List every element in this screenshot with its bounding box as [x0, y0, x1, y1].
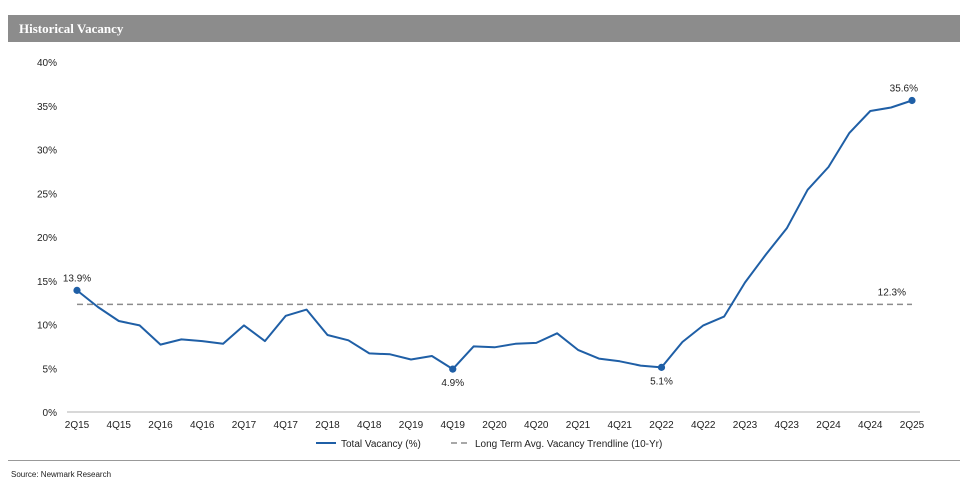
- footer-divider: [8, 460, 960, 461]
- legend-label-total-vacancy: Total Vacancy (%): [341, 439, 421, 450]
- data-label: 35.6%: [890, 84, 918, 95]
- x-tick-label: 2Q15: [65, 420, 90, 431]
- x-tick-label: 2Q25: [900, 420, 925, 431]
- y-tick-label: 25%: [37, 189, 57, 200]
- legend-label-trendline: Long Term Avg. Vacancy Trendline (10-Yr): [475, 439, 662, 450]
- highlight-point: [908, 96, 916, 105]
- data-label: 13.9%: [63, 273, 91, 284]
- x-tick-label: 4Q22: [691, 420, 716, 431]
- x-tick-label: 4Q16: [190, 420, 215, 431]
- x-tick-label: 4Q18: [357, 420, 382, 431]
- x-tick-label: 4Q23: [775, 420, 800, 431]
- y-tick-label: 5%: [43, 364, 58, 375]
- y-tick-label: 15%: [37, 277, 57, 288]
- y-tick-label: 20%: [37, 233, 57, 244]
- x-tick-label: 2Q24: [816, 420, 841, 431]
- x-tick-label: 4Q20: [524, 420, 549, 431]
- data-label: 4.9%: [441, 378, 464, 389]
- y-tick-label: 10%: [37, 321, 57, 332]
- data-label: 5.1%: [650, 376, 673, 387]
- y-tick-label: 0%: [43, 408, 58, 419]
- highlight-point: [449, 365, 457, 373]
- y-tick-label: 30%: [37, 146, 57, 157]
- x-tick-label: 2Q16: [148, 420, 173, 431]
- x-tick-label: 2Q20: [482, 420, 507, 431]
- y-tick-label: 40%: [37, 58, 57, 69]
- chart-header-bar: Historical Vacancy: [8, 15, 960, 42]
- source-note: Source: Newmark Research: [11, 470, 112, 479]
- total-vacancy-line: [76, 99, 913, 371]
- x-tick-label: 4Q21: [608, 420, 633, 431]
- x-tick-label: 2Q17: [232, 420, 257, 431]
- x-tick-label: 2Q18: [315, 420, 340, 431]
- x-tick-label: 4Q24: [858, 420, 883, 431]
- y-tick-label: 35%: [37, 102, 57, 113]
- vacancy-line-chart: 0% 5% 10% 15% 20% 25% 30% 35% 40% 2Q15 4Q15 2Q16 4Q1…: [37, 58, 925, 450]
- chart-title: Historical Vacancy: [19, 21, 124, 36]
- x-tick-label: 2Q22: [649, 420, 674, 431]
- x-tick-label: 2Q21: [566, 420, 591, 431]
- x-tick-label: 4Q19: [441, 420, 466, 431]
- x-tick-label: 4Q15: [107, 420, 132, 431]
- trendline-label: 12.3%: [878, 287, 906, 298]
- x-tick-label: 2Q23: [733, 420, 758, 431]
- x-tick-label: 2Q19: [399, 420, 424, 431]
- x-tick-label: 4Q17: [274, 420, 299, 431]
- highlight-point: [73, 286, 81, 294]
- highlight-point: [657, 363, 666, 371]
